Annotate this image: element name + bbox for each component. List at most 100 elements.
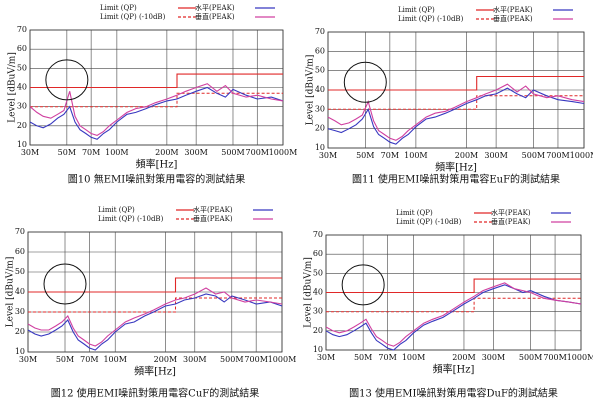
x-tick-label: 700M — [246, 148, 269, 157]
x-tick-label: 100M — [402, 353, 425, 362]
series-line — [328, 75, 584, 91]
y-axis-label: Level [dBuV/m] — [306, 55, 316, 126]
annotation-circle — [343, 61, 387, 103]
y-tick-label: 60 — [15, 247, 25, 256]
y-tick-label: 30 — [313, 307, 323, 316]
y-tick-label: 10 — [313, 345, 323, 354]
caption: 圖13 使用EMI噪訊對策用電容DuF的測試結果 — [349, 387, 558, 400]
y-tick-label: 50 — [313, 268, 323, 277]
x-tick-label: 700M — [543, 353, 566, 362]
y-tick-label: 10 — [15, 347, 25, 356]
x-tick-label: 300M — [484, 151, 507, 160]
x-tick-label: 1000M — [570, 151, 593, 160]
x-tick-label: 500M — [220, 355, 243, 364]
legend-label: Limit (QP) — [396, 209, 433, 217]
y-tick-label: 40 — [313, 288, 323, 297]
x-tick-label: 700M — [244, 355, 267, 364]
series-line — [327, 83, 585, 141]
x-tick-label: 30M — [19, 355, 37, 364]
y-tick-label: 50 — [15, 267, 25, 276]
x-tick-label: 70M — [80, 355, 98, 364]
x-tick-label: 1000M — [269, 148, 298, 157]
x-tick-label: 1000M — [567, 353, 593, 362]
legend-label: Limit (QP) — [98, 206, 135, 214]
x-axis-label: 頻率[Hz] — [433, 363, 475, 376]
y-tick-label: 40 — [315, 85, 325, 94]
y-tick-label: 60 — [313, 249, 323, 258]
caption: 圖12 使用EMI噪訊對策用電容CuF的測試結果 — [51, 387, 259, 400]
y-tick-label: 10 — [17, 140, 27, 149]
legend-label: 垂直(PEAK) — [491, 217, 531, 226]
legend-label: Limit (QP) (-10dB) — [396, 218, 462, 226]
y-tick-label: 20 — [15, 327, 25, 336]
series-line — [30, 73, 283, 89]
x-tick-label: 200M — [455, 151, 478, 160]
series-line — [325, 282, 582, 347]
legend-label: 水平(PEAK) — [193, 205, 233, 214]
x-tick-label: 70M — [381, 151, 399, 160]
legend-label: 水平(PEAK) — [493, 5, 533, 14]
legend-label: 水平(PEAK) — [195, 3, 235, 12]
legend-label: Limit (QP) (-10dB) — [398, 15, 464, 23]
x-tick-label: 30M — [21, 148, 39, 157]
x-tick-label: 200M — [154, 355, 177, 364]
legend-label: Limit (QP) (-10dB) — [98, 215, 164, 223]
y-tick-label: 30 — [315, 104, 325, 113]
y-tick-label: 70 — [315, 27, 325, 36]
x-tick-label: 100M — [105, 148, 128, 157]
legend-label: Limit (QP) — [398, 6, 435, 14]
annotation-circle — [45, 59, 89, 101]
series-line — [326, 278, 581, 294]
y-tick-label: 40 — [15, 287, 25, 296]
series-line — [328, 95, 584, 110]
x-axis-label: 頻率[Hz] — [435, 161, 477, 174]
y-axis-label: Level [dBuV/m] — [8, 52, 18, 123]
x-tick-label: 200M — [155, 148, 178, 157]
x-tick-label: 1000M — [268, 355, 297, 364]
series-line — [27, 293, 283, 351]
caption: 圖11 使用EMI噪訊對策用電容EuF的測試結果 — [352, 173, 560, 186]
x-tick-label: 50M — [58, 148, 76, 157]
x-tick-label: 70M — [82, 148, 100, 157]
series-line — [29, 86, 284, 140]
y-axis-label: Level [dBuV/m] — [6, 257, 16, 328]
legend-label: 水平(PEAK) — [491, 208, 531, 217]
y-tick-label: 50 — [315, 66, 325, 75]
series-line — [27, 287, 283, 347]
series-line — [28, 277, 282, 293]
legend-label: 垂直(PEAK) — [195, 12, 235, 21]
y-tick-label: 50 — [17, 63, 27, 72]
y-tick-label: 70 — [15, 227, 25, 236]
y-tick-label: 70 — [17, 25, 27, 34]
x-tick-label: 500M — [221, 148, 244, 157]
y-tick-label: 30 — [17, 102, 27, 111]
legend-label: Limit (QP) — [100, 4, 137, 12]
y-tick-label: 10 — [315, 143, 325, 152]
caption: 圖10 無EMI噪訊對策用電容的測試結果 — [68, 173, 245, 186]
annotation-circle — [341, 264, 385, 306]
y-tick-label: 70 — [313, 230, 323, 239]
series-line — [325, 284, 582, 351]
y-tick-label: 60 — [315, 46, 325, 55]
y-axis-label: Level [dBuV/m] — [304, 257, 314, 328]
y-tick-label: 20 — [17, 121, 27, 130]
x-tick-label: 300M — [482, 353, 505, 362]
series-line — [29, 83, 284, 136]
x-tick-label: 500M — [519, 353, 542, 362]
x-tick-label: 30M — [317, 353, 335, 362]
x-tick-label: 70M — [378, 353, 396, 362]
x-tick-label: 50M — [354, 353, 372, 362]
x-tick-label: 500M — [522, 151, 545, 160]
x-axis-label: 頻率[Hz] — [134, 365, 176, 378]
x-tick-label: 30M — [319, 151, 337, 160]
x-tick-label: 300M — [183, 355, 206, 364]
x-tick-label: 100M — [404, 151, 427, 160]
legend-label: 垂直(PEAK) — [193, 214, 233, 223]
x-tick-label: 50M — [56, 355, 74, 364]
legend-label: 垂直(PEAK) — [493, 14, 533, 23]
x-tick-label: 50M — [356, 151, 374, 160]
x-tick-label: 700M — [546, 151, 569, 160]
x-tick-label: 200M — [452, 353, 475, 362]
y-tick-label: 40 — [17, 83, 27, 92]
